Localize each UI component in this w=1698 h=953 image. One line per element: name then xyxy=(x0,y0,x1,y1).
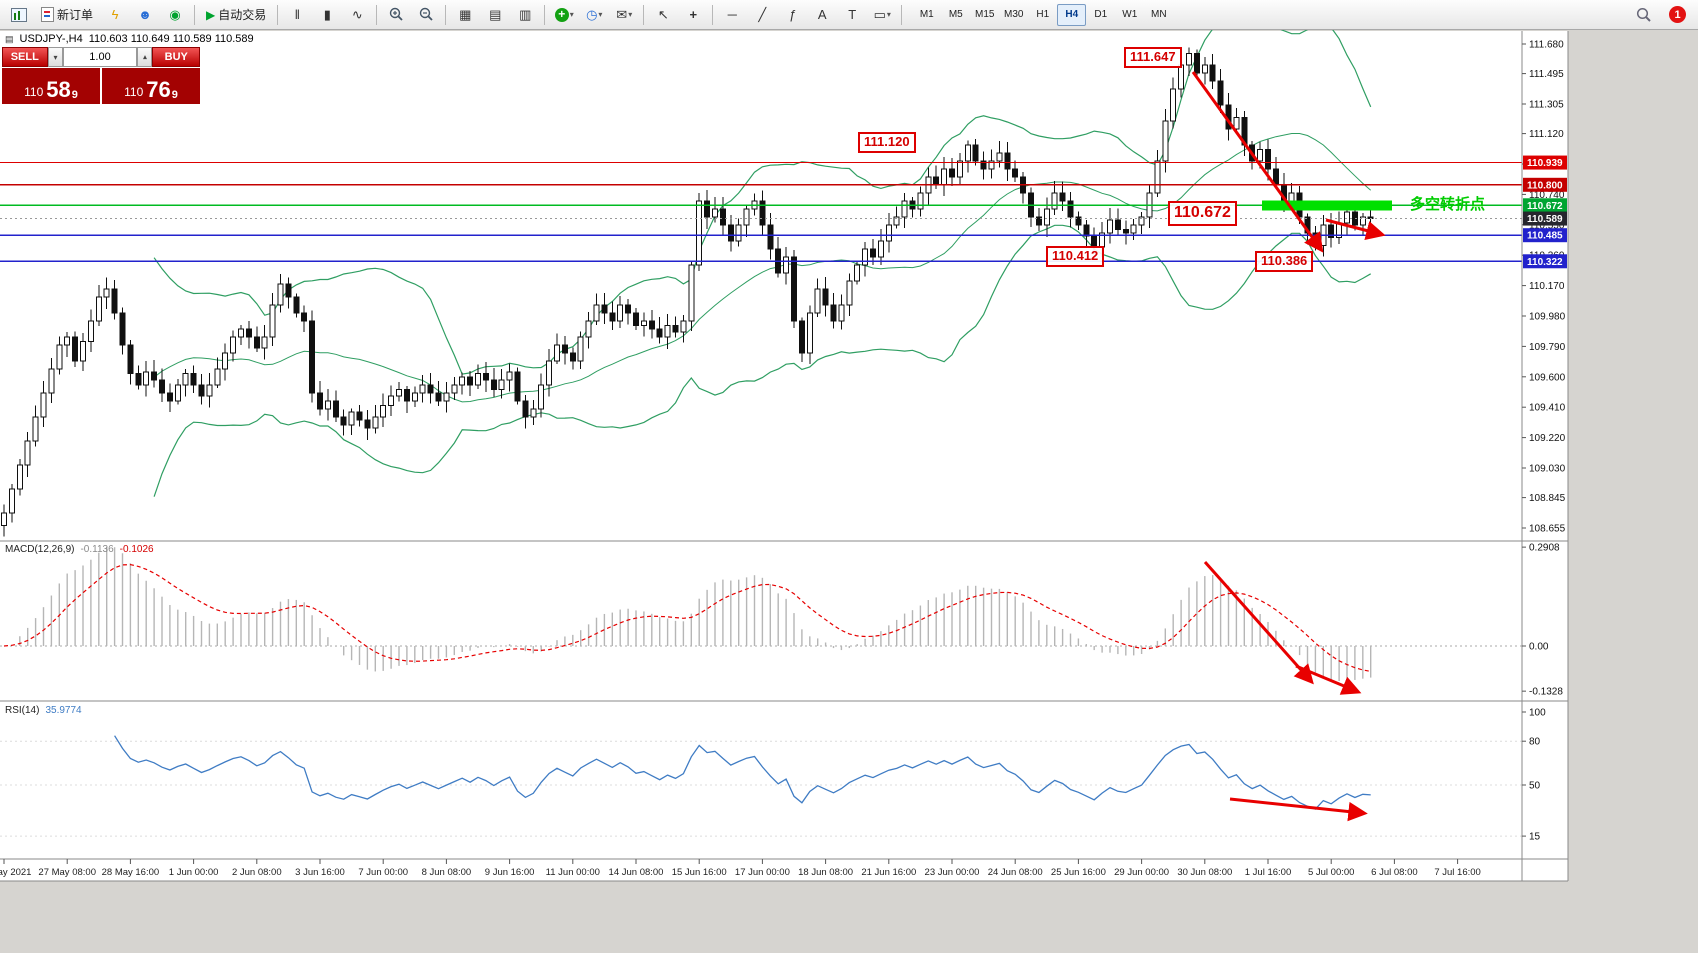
notification-badge[interactable]: 1 xyxy=(1669,6,1686,23)
templates-icon: ✉ xyxy=(616,6,628,22)
new-order-button[interactable]: 新订单 xyxy=(34,3,100,27)
sell-price-big: 58 xyxy=(46,77,71,102)
add-indicator-icon: + xyxy=(554,7,569,22)
toolbar-separator xyxy=(712,4,714,25)
symbol-title: USDJPY-,H4 xyxy=(19,33,83,45)
sell-price-display[interactable]: 110 58 9 xyxy=(2,68,100,104)
buy-button[interactable]: BUY xyxy=(152,47,200,67)
profile-icon[interactable]: ☻ xyxy=(138,7,152,22)
zoom-out-icon[interactable] xyxy=(411,3,441,27)
cascade-windows-icon[interactable]: ▤ xyxy=(489,6,502,22)
crosshair-icon[interactable]: + xyxy=(689,7,698,22)
new-order-icon xyxy=(41,7,54,22)
arrange-windows-icon[interactable]: ▥ xyxy=(519,6,532,22)
timeframe-d1[interactable]: D1 xyxy=(1094,9,1108,20)
lightning-icon[interactable]: ϟ xyxy=(111,7,119,22)
toolbar-separator xyxy=(445,4,447,25)
timeframe-m1[interactable]: M1 xyxy=(919,9,934,20)
toolbar-separator xyxy=(901,4,903,25)
add-indicator-button[interactable]: + ▾ xyxy=(549,3,579,27)
macd-label: MACD(12,26,9) -0.1136 -0.1026 xyxy=(5,544,154,555)
text-tool[interactable]: A xyxy=(817,7,827,22)
templates-button[interactable]: ✉ ▾ xyxy=(616,6,633,22)
ohlc-values: 110.603 110.649 110.589 110.589 xyxy=(88,33,254,45)
timeframe-mn[interactable]: MN xyxy=(1150,9,1167,20)
volume-increment[interactable]: ▾ xyxy=(136,47,153,67)
new-chart-icon xyxy=(11,7,27,22)
search-icon[interactable] xyxy=(1629,3,1659,27)
new-order-label: 新订单 xyxy=(57,8,94,22)
autotrading-button[interactable]: ▶ 自动交易 xyxy=(199,3,273,27)
bar-chart-icon[interactable]: ‖ xyxy=(294,7,300,22)
label-tool[interactable]: T xyxy=(848,7,857,22)
fibonacci-tool[interactable]: ƒ xyxy=(788,7,796,22)
periods-button[interactable]: ◷ ▾ xyxy=(586,6,603,22)
price-annotation[interactable]: 110.386 xyxy=(1255,251,1314,272)
sell-price-prefix: 110 xyxy=(24,85,44,100)
buy-price-big: 76 xyxy=(146,77,171,102)
macd-main-value: -0.1136 xyxy=(80,544,114,555)
shapes-tool[interactable]: ▭ ▾ xyxy=(873,6,891,22)
chart-window[interactable] xyxy=(0,31,1568,881)
timeframe-m30[interactable]: M30 xyxy=(1004,9,1024,20)
sell-button[interactable]: SELL xyxy=(2,47,48,67)
autotrading-play-icon: ▶ xyxy=(206,7,216,22)
sell-price-sup: 9 xyxy=(71,89,78,101)
timeframe-w1[interactable]: W1 xyxy=(1122,9,1138,20)
trendline-tool[interactable]: ╱ xyxy=(758,6,767,22)
timeframe-m15[interactable]: M15 xyxy=(975,9,995,20)
community-icon[interactable]: ◉ xyxy=(169,6,181,22)
price-annotation[interactable]: 110.412 xyxy=(1046,246,1105,267)
periods-icon: ◷ xyxy=(586,6,598,22)
toolbar-right: 1 xyxy=(1629,3,1694,27)
tile-windows-icon[interactable]: ▦ xyxy=(459,6,472,22)
autotrading-label: 自动交易 xyxy=(218,8,267,22)
toolbar-separator xyxy=(376,4,378,25)
symbol-window-icon: ▤ xyxy=(5,33,14,44)
timeframe-h1[interactable]: H1 xyxy=(1036,9,1050,20)
main-toolbar: 新订单 ϟ ☻ ◉ ▶ 自动交易 ‖ ▮ ∿ ▦ ▤ ▥ + ▾ ◷ ▾ ✉ ▾ ↖ … xyxy=(0,0,1698,30)
turning-point-label[interactable]: 多空转折点 xyxy=(1410,196,1486,213)
timeframe-h4[interactable]: H4 xyxy=(1057,3,1087,26)
line-chart-icon[interactable]: ∿ xyxy=(351,6,363,22)
chart-header: ▤ USDJPY-,H4 110.603 110.649 110.589 110… xyxy=(5,33,254,45)
volume-input[interactable]: 1.00 xyxy=(63,47,137,67)
toolbar-separator xyxy=(643,4,645,25)
new-chart-button[interactable] xyxy=(4,3,34,27)
buy-price-sup: 9 xyxy=(171,89,178,101)
one-click-trading-panel: SELL ▾ 1.00 ▾ BUY 110 58 9 110 76 9 xyxy=(2,47,200,104)
toolbar-separator xyxy=(544,4,546,25)
rsi-label: RSI(14) 35.9774 xyxy=(5,705,82,716)
macd-signal-value: -0.1026 xyxy=(119,544,154,555)
timeframe-toolbar: M1 M5 M15 M30 H1 H4 D1 W1 MN xyxy=(912,3,1173,26)
candlestick-chart-icon[interactable]: ▮ xyxy=(323,6,331,22)
volume-value: 1.00 xyxy=(89,51,111,63)
timeframe-m5[interactable]: M5 xyxy=(948,9,963,20)
horizontal-line-tool[interactable]: ─ xyxy=(727,7,737,22)
toolbar-separator xyxy=(194,4,196,25)
price-annotation[interactable]: 110.672 xyxy=(1168,201,1237,226)
toolbar-separator xyxy=(277,4,279,25)
price-annotation[interactable]: 111.647 xyxy=(1124,47,1182,68)
cursor-icon[interactable]: ↖ xyxy=(657,6,669,22)
volume-decrement[interactable]: ▾ xyxy=(47,47,64,67)
zoom-in-icon[interactable] xyxy=(381,3,411,27)
buy-price-display[interactable]: 110 76 9 xyxy=(102,68,200,104)
buy-price-prefix: 110 xyxy=(124,85,144,100)
price-annotation[interactable]: 111.120 xyxy=(858,132,916,153)
rsi-value: 35.9774 xyxy=(45,705,82,716)
